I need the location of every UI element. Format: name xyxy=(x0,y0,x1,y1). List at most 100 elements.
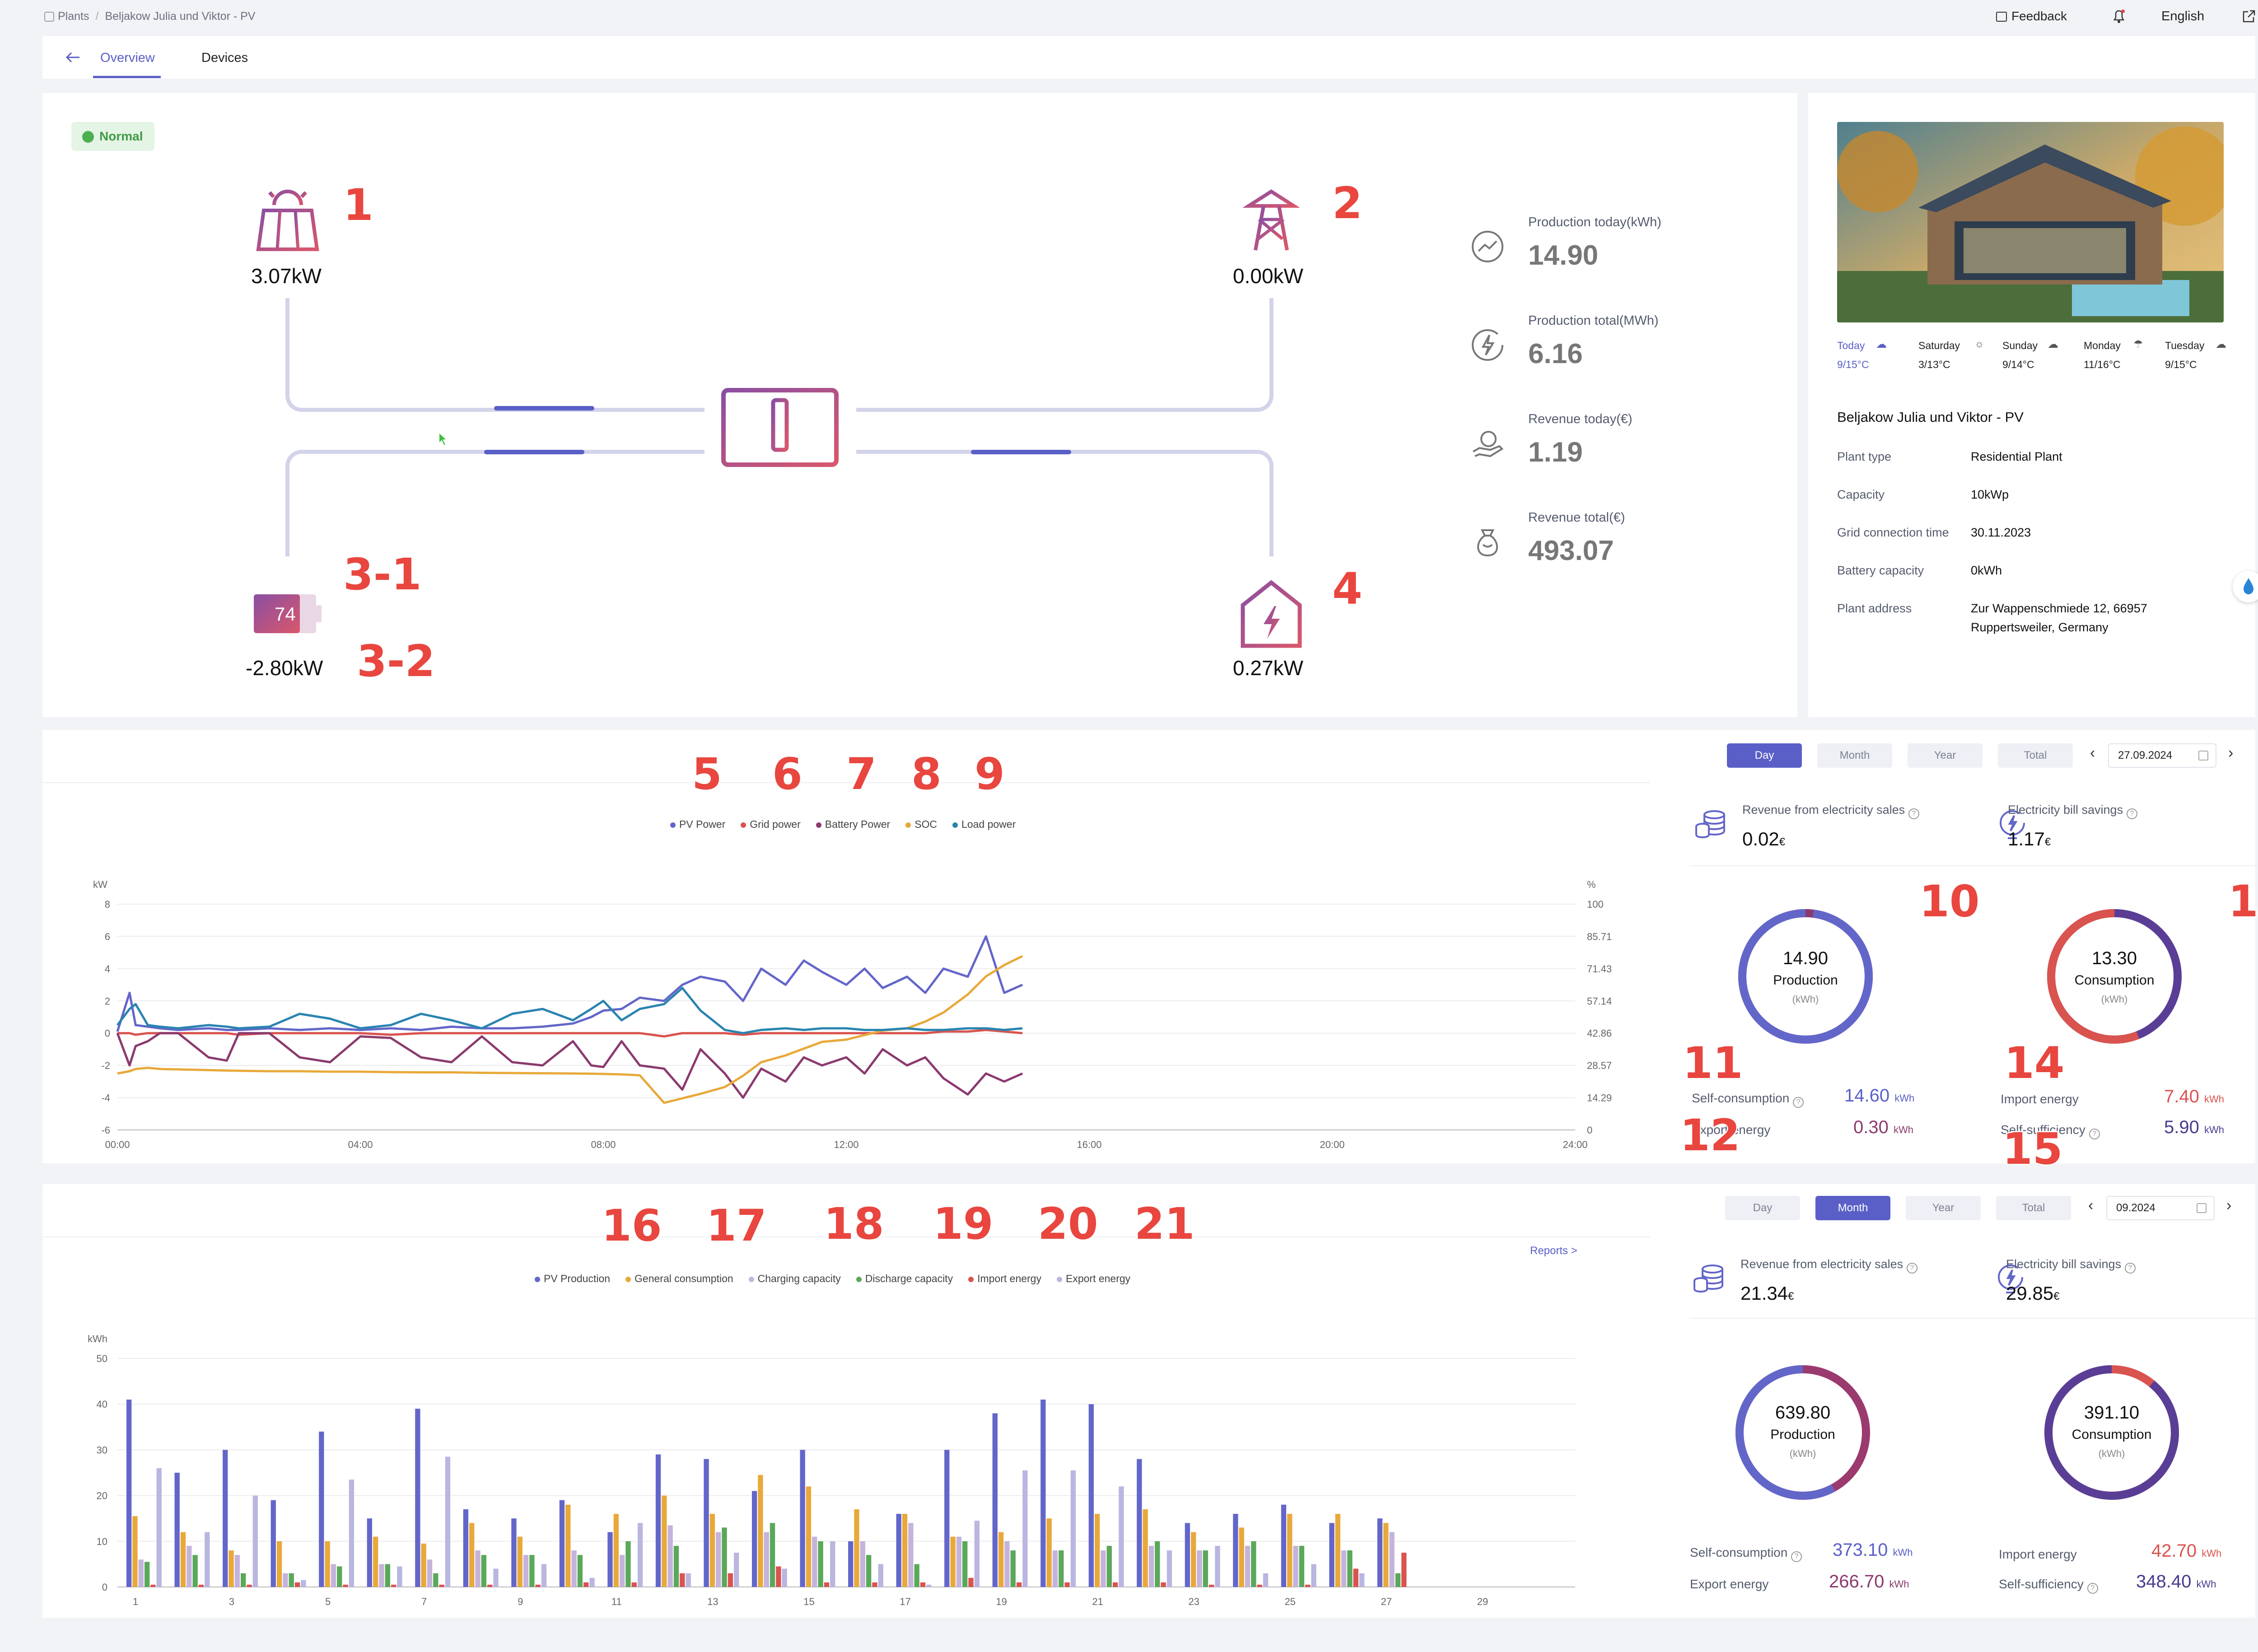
period-month-button[interactable]: Month xyxy=(1815,1196,1890,1220)
info-icon[interactable]: ? xyxy=(2126,808,2137,819)
bar-discharge-capacity xyxy=(433,1573,439,1587)
y-tick: 30 xyxy=(97,1444,107,1456)
assistant-droplet-icon[interactable] xyxy=(2233,571,2258,602)
info-icon[interactable]: ? xyxy=(1793,1097,1804,1108)
legend-charging-capacity[interactable]: Charging capacity xyxy=(748,1273,841,1285)
prev-date-icon[interactable]: ‹ xyxy=(2090,744,2095,761)
reports-link[interactable]: Reports > xyxy=(1530,1245,1577,1257)
legend-export-energy[interactable]: Export energy xyxy=(1056,1273,1130,1285)
bar-pv-production xyxy=(1040,1400,1046,1587)
bar-import-energy xyxy=(631,1582,637,1587)
energy-flow-card: Normal 3.07kW 0.00kW 74 -2.80kW 0.27kW P… xyxy=(42,93,1797,717)
grid-power-value: 0.00kW xyxy=(1233,264,1303,288)
consumption-donut-unit: (kWh) xyxy=(2101,994,2128,1005)
x-tick: 16:00 xyxy=(1077,1139,1101,1150)
period-total-button[interactable]: Total xyxy=(1998,743,2073,768)
bell-icon[interactable] xyxy=(2110,7,2128,25)
weather-temp: 3/13°C xyxy=(1918,359,1950,370)
import-energy-value: 7.40 kWh xyxy=(2164,1087,2224,1106)
bar-discharge-capacity xyxy=(385,1564,390,1587)
weather-day: Saturday ☼ 3/13°C xyxy=(1918,335,1995,376)
bill-savings-value: 1.17€ xyxy=(2008,828,2051,849)
period-year-button[interactable]: Year xyxy=(1906,1196,1981,1220)
legend-general-consumption[interactable]: General consumption xyxy=(625,1273,733,1285)
self-sufficiency-label: Self-sufficiency ? xyxy=(2001,1123,2100,1139)
date-picker[interactable]: 09.2024 xyxy=(2106,1196,2215,1220)
legend-discharge-capacity[interactable]: Discharge capacity xyxy=(856,1273,953,1285)
load-power-value: 0.27kW xyxy=(1233,656,1303,680)
y-tick: 10 xyxy=(97,1536,107,1547)
export-energy-label: Export energy xyxy=(1690,1577,1769,1591)
self-sufficiency-value: 5.90 kWh xyxy=(2164,1117,2224,1137)
weather-temp: 11/16°C xyxy=(2084,359,2121,370)
home-load-icon xyxy=(1237,578,1305,650)
period-day-button[interactable]: Day xyxy=(1725,1196,1800,1220)
back-arrow-icon[interactable] xyxy=(65,51,80,63)
legend-import-energy[interactable]: Import energy xyxy=(968,1273,1041,1285)
bar-import-energy xyxy=(1257,1584,1262,1587)
coin-hand-icon xyxy=(1473,431,1504,457)
info-icon[interactable]: ? xyxy=(2124,1263,2136,1274)
bar-pv-production xyxy=(367,1518,372,1587)
bar-pv-production xyxy=(511,1518,517,1587)
bar-discharge-capacity xyxy=(770,1523,775,1587)
period-month-button[interactable]: Month xyxy=(1817,743,1892,768)
tab-bar: Overview Devices xyxy=(42,36,2255,79)
inverter-icon[interactable] xyxy=(720,387,842,477)
legend-battery-power[interactable]: Battery Power xyxy=(816,818,890,831)
period-day-button[interactable]: Day xyxy=(1727,743,1802,768)
info-icon[interactable]: ? xyxy=(1906,1263,1917,1274)
legend-pv-power[interactable]: PV Power xyxy=(670,818,725,831)
y-tick-left: -4 xyxy=(101,1092,110,1104)
info-icon[interactable]: ? xyxy=(2089,1129,2100,1139)
pv-wire xyxy=(285,298,704,412)
y-tick-left: 8 xyxy=(105,899,110,910)
consumption-donut-label: Consumption xyxy=(2071,1427,2152,1442)
annotation-13: 13 xyxy=(2227,876,2258,927)
language-select[interactable]: English xyxy=(2161,9,2205,23)
chart-divider xyxy=(42,782,1650,783)
period-year-button[interactable]: Year xyxy=(1908,743,1983,768)
tab-overview[interactable]: Overview xyxy=(100,51,155,65)
legend-load-power[interactable]: Load power xyxy=(952,818,1016,831)
prev-date-icon[interactable]: ‹ xyxy=(2088,1197,2094,1214)
feedback-button[interactable]: Feedback xyxy=(1996,9,2067,23)
bar-pv-production xyxy=(1233,1514,1238,1587)
bar-discharge-capacity xyxy=(289,1573,294,1587)
info-icon[interactable]: ? xyxy=(2087,1583,2098,1594)
bar-charging-capacity xyxy=(1052,1550,1058,1587)
bar-pv-production xyxy=(1329,1523,1334,1587)
date-picker[interactable]: 27.09.2024 xyxy=(2108,743,2216,768)
bar-pv-production xyxy=(1137,1459,1142,1587)
info-icon[interactable]: ? xyxy=(1791,1551,1802,1562)
annotation-14: 14 xyxy=(2003,1038,2066,1088)
bar-export-energy xyxy=(926,1584,932,1587)
info-icon[interactable]: ? xyxy=(1908,808,1919,819)
period-total-button[interactable]: Total xyxy=(1996,1196,2071,1220)
y-tick-right: 100 xyxy=(1587,899,1604,910)
self-sufficiency-value: 348.40 kWh xyxy=(2136,1572,2216,1591)
legend-pv-production[interactable]: PV Production xyxy=(535,1273,610,1285)
bar-discharge-capacity xyxy=(1251,1541,1256,1587)
external-link-icon[interactable] xyxy=(2240,7,2258,25)
next-date-icon[interactable]: › xyxy=(2228,744,2234,761)
y-tick-right: 28.57 xyxy=(1587,1060,1612,1071)
next-date-icon[interactable]: › xyxy=(2226,1197,2232,1214)
day-power-chart: kW % 8 6 4 2 0 -2 -4 -6 100 85.71 71.43 57.14 42.86 28.… xyxy=(93,879,1612,1150)
breadcrumb-current: Beljakow Julia und Viktor - PV xyxy=(105,10,256,23)
legend-grid-power[interactable]: Grid power xyxy=(741,818,801,831)
bar-discharge-capacity xyxy=(1395,1573,1401,1587)
weather-day: Today ☁ 9/15°C xyxy=(1837,335,1914,376)
battery-power-value: -2.80kW xyxy=(246,656,323,680)
bar-general-consumption xyxy=(421,1543,426,1587)
y-tick-left: 6 xyxy=(105,931,110,942)
breadcrumb-plants[interactable]: Plants xyxy=(58,10,89,23)
production-donut xyxy=(1738,909,1873,1044)
bar-import-energy xyxy=(1016,1582,1022,1587)
battery-capacity-label: Battery capacity xyxy=(1837,564,1924,577)
legend-soc[interactable]: SOC xyxy=(905,818,937,831)
bar-pv-production xyxy=(463,1509,469,1587)
consumption-donut-label: Consumption xyxy=(2074,973,2155,988)
tab-devices[interactable]: Devices xyxy=(201,51,248,65)
